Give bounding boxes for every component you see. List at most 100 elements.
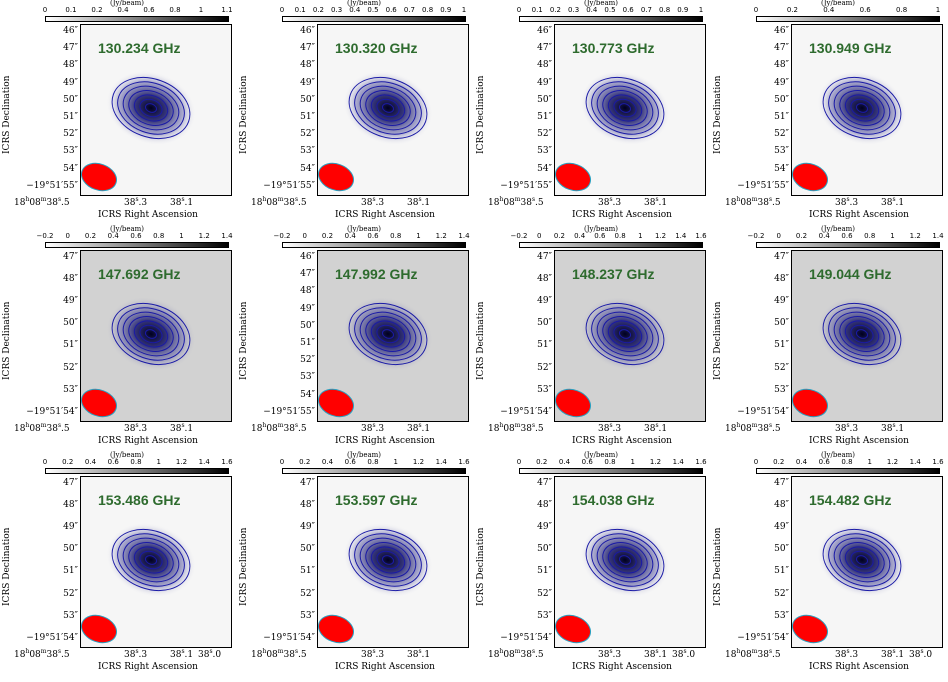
dec-tick-label: 48″ [774,500,789,511]
colorbar-tick-label: 1.4 [672,458,684,466]
dec-tick-label: 47″ [537,478,552,488]
map-frame [80,24,232,196]
ra-tick-label: 38s.3 [835,196,859,208]
contour-line [596,537,654,583]
dec-tick-label: 51″ [63,340,78,351]
contour-line [602,542,648,578]
colorbar-tick-label: 1 [867,458,872,466]
colorbar-tick-label: 0.1 [294,6,306,14]
colorbar-tick-label: 0.6 [107,458,119,466]
dec-tick-label: 52″ [63,362,78,373]
dec-tick-label: −19°51′54″ [26,632,78,643]
dec-tick-label: 53″ [300,146,315,157]
beam-ellipse [81,614,117,644]
dec-tick-label: 51″ [300,338,315,349]
contour-line [122,85,180,131]
contour-line [613,324,637,344]
colorbar-tick-label: 1.6 [221,458,233,466]
contour-line [591,533,659,587]
colorbar [519,16,703,22]
colorbar-tick-label: 0.8 [169,6,181,14]
beam-ellipse [792,388,828,418]
map-image [81,296,196,418]
contour-line [133,94,169,122]
beam-ellipse [555,162,591,192]
dec-tick-label: 53″ [63,384,78,395]
colorbar-title: (Jy/beam) [347,451,382,459]
dec-tick-label: 54″ [63,163,78,174]
contour-line [139,324,163,344]
dec-tick-label: −19°51′55″ [263,406,315,417]
map-image [318,70,433,192]
colorbar-tick-label: −0.2 [747,232,765,240]
dec-tick-label: 51″ [63,566,78,577]
dec-tick-label: 53″ [537,610,552,621]
colorbar-title: (Jy/beam) [347,0,382,7]
dec-tick-label: 46″ [300,252,315,262]
ra-tick-label: 38s.1 [881,422,905,434]
y-axis-label: ICRS Declination [476,301,486,380]
dec-tick-label: 51″ [300,566,315,577]
colorbar-tick-label: 0.4 [795,458,808,466]
contour-line [855,103,869,113]
contour-line [370,320,406,348]
dec-tick-label: 50″ [774,94,789,105]
dec-tick-label: 47″ [537,252,552,262]
contour-line [855,555,869,565]
map-image [792,522,907,644]
contour-line [117,533,185,587]
map-frame [80,476,232,648]
frequency-label: 149.044 GHz [809,266,892,282]
colorbar-tick-label: 0 [516,458,522,466]
ra-tick-label: 38s.3 [835,422,859,434]
dec-tick-label: 51″ [63,112,78,123]
contour-line [844,320,880,348]
colorbar-tick-label: 0.2 [786,6,798,14]
ra-tick-label: 38s.1 [170,422,194,434]
contour-line [381,329,395,339]
dec-tick-label: −19°51′54″ [500,406,552,417]
dec-tick-label: 51″ [774,566,789,577]
contour-line [822,303,902,365]
map-frame [554,250,706,422]
ra-tick-label: 18h08m38s.5 [725,422,781,434]
dec-tick-label: 47″ [774,478,789,488]
dec-tick-label: 47″ [300,269,315,280]
ra-tick-label: 38s.1 [881,196,905,208]
map-panel-10: (Jy/beam) 0 0.2 0.4 0.6 0.8 1 1.2 1.4 1.6 153.597 … [237,451,474,678]
colorbar-tick-label: 1 [416,232,421,240]
y-axis-label: ICRS Declination [713,527,723,606]
ra-tick-label: 38s.3 [361,422,385,434]
colorbar-tick-label: 1.2 [654,232,667,240]
colorbar-tick-label: 0.8 [130,458,142,466]
dec-tick-label: 48″ [63,60,78,71]
dec-tick-label: 49″ [63,296,78,307]
y-axis-label: ICRS Declination [2,301,12,380]
dec-tick-label: 54″ [537,163,552,174]
map-frame [554,476,706,648]
frequency-label: 130.234 GHz [98,40,181,56]
emission-source [580,70,670,146]
map-panel-8: (Jy/beam) −0.2 0 0.2 0.4 0.6 0.8 1 1.2 1.4 149.044… [711,225,948,452]
beam-ellipse [792,614,828,644]
colorbar [756,468,940,474]
ra-tick-label: 38s.3 [598,648,622,660]
colorbar-tick-label: 0.1 [531,6,543,14]
contour-line [618,329,632,339]
contour-line [585,303,665,365]
ra-tick-label: 18h08m38s.5 [14,196,70,208]
dec-tick-label: 52″ [300,129,315,140]
colorbar-tick-label: 0.4 [117,6,129,14]
colorbar-tick-label: 0.4 [349,6,361,14]
contour-line [117,307,185,361]
contour-line [613,98,637,118]
colorbar-title: (Jy/beam) [110,0,145,7]
map-frame [317,476,469,648]
dec-tick-label: 49″ [300,522,315,533]
ra-tick-label: 38s.1 [644,196,668,208]
frequency-label: 147.692 GHz [98,266,181,282]
contour-line [122,537,180,583]
dec-tick-label: 47″ [63,252,78,262]
beam-ellipse [81,388,117,418]
dec-tick-label: −19°51′54″ [263,632,315,643]
